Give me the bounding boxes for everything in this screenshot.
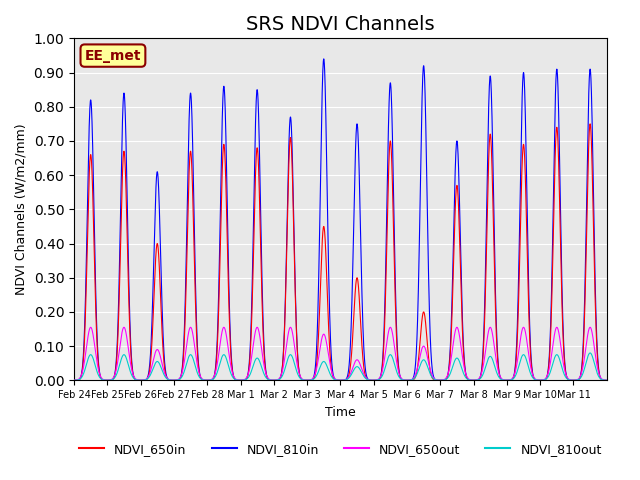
Legend: NDVI_650in, NDVI_810in, NDVI_650out, NDVI_810out: NDVI_650in, NDVI_810in, NDVI_650out, NDV… [74,438,607,461]
Y-axis label: NDVI Channels (W/m2/mm): NDVI Channels (W/m2/mm) [15,123,28,295]
Title: SRS NDVI Channels: SRS NDVI Channels [246,15,435,34]
X-axis label: Time: Time [325,406,356,419]
Text: EE_met: EE_met [84,48,141,62]
